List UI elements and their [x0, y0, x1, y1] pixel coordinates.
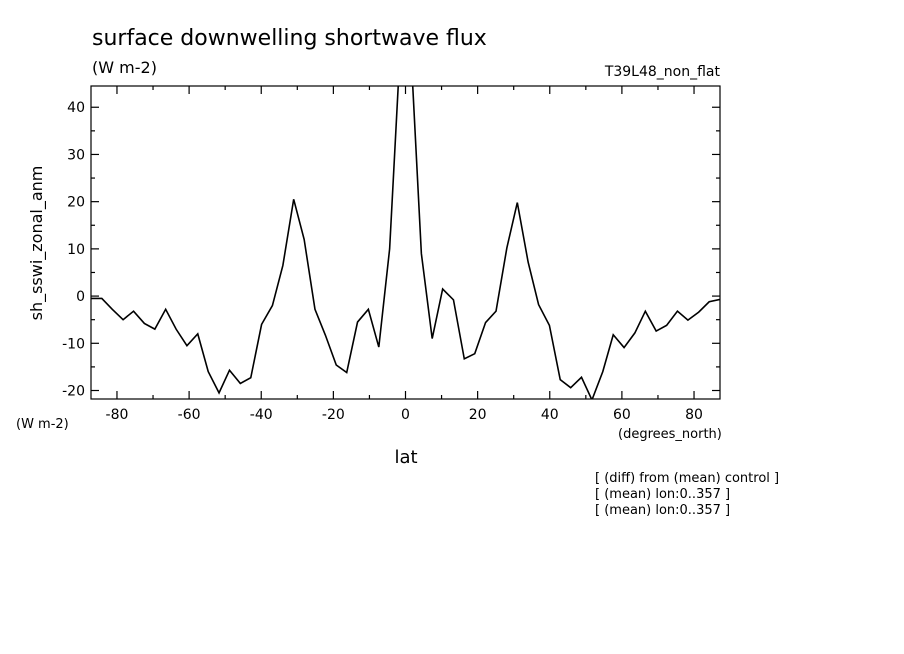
y-tick-label: -10: [62, 336, 85, 352]
x-units: (degrees_north): [618, 427, 722, 442]
chart-title: surface downwelling shortwave flux: [92, 26, 487, 51]
y-tick-label: 10: [67, 242, 85, 258]
y-tick-label: 0: [76, 289, 85, 305]
note: [ (mean) lon:0..357 ]: [595, 503, 730, 518]
y-tick-label: 20: [67, 195, 85, 211]
x-tick-label: -60: [178, 407, 201, 423]
y-units: (W m-2): [16, 417, 69, 432]
x-tick-label: -80: [106, 407, 129, 423]
x-tick-label: -20: [322, 407, 345, 423]
x-tick-label: -40: [250, 407, 273, 423]
note: [ (mean) lon:0..357 ]: [595, 487, 730, 502]
plot-frame: [90, 85, 721, 400]
x-label: lat: [394, 447, 417, 468]
units: (W m-2): [92, 58, 157, 77]
y-label: sh_sswi_zonal_anm: [27, 166, 47, 321]
y-tick-label: -20: [62, 384, 85, 400]
y-tick-label: 30: [67, 147, 85, 163]
data-line: [91, 86, 720, 399]
x-tick-label: 40: [541, 407, 559, 423]
x-tick-label: 0: [401, 407, 410, 423]
x-tick-label: 80: [685, 407, 703, 423]
x-tick-label: 20: [469, 407, 487, 423]
x-tick-label: 60: [613, 407, 631, 423]
note: [ (diff) from (mean) control ]: [595, 471, 779, 486]
y-tick-label: 40: [67, 100, 85, 116]
dataset: T39L48_non_flat: [604, 64, 721, 80]
